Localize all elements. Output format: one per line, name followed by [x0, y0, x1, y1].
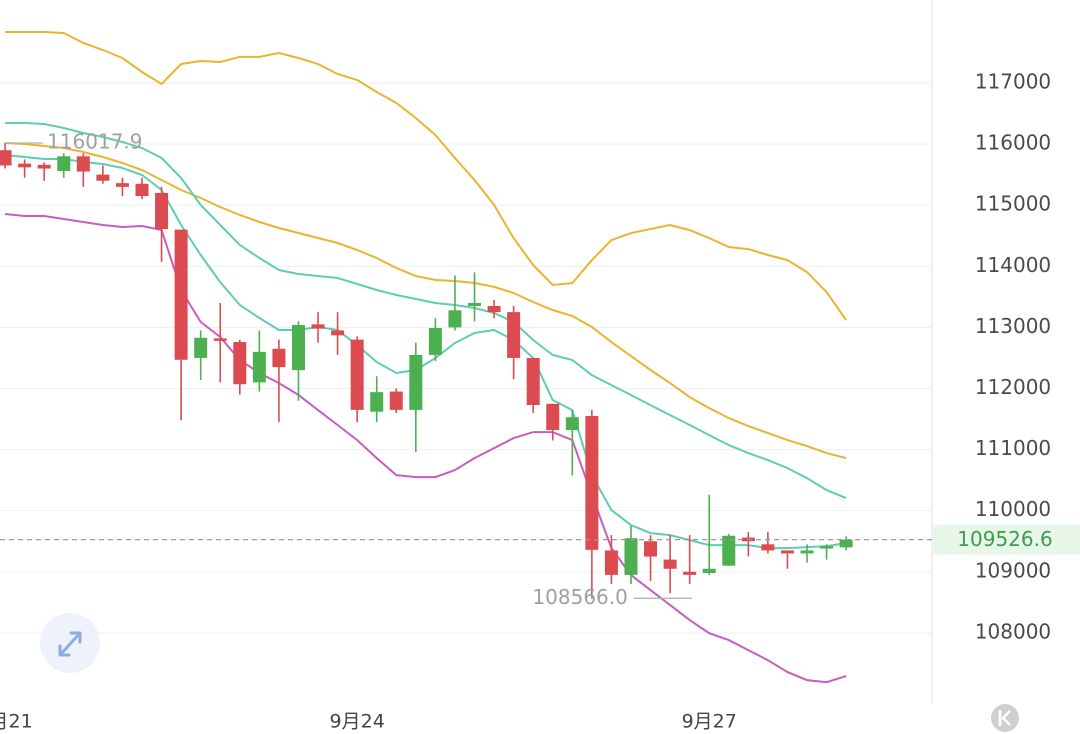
indicator-line — [4, 213, 847, 684]
candle-body — [96, 174, 110, 181]
candle-body — [213, 338, 227, 341]
back-button-bg[interactable] — [991, 704, 1019, 732]
last-price-label: 109526.6 — [957, 527, 1052, 551]
candle-body — [800, 550, 814, 554]
indicator-line — [4, 154, 847, 550]
back-button[interactable] — [991, 704, 1019, 732]
indicator-line — [5, 142, 847, 460]
candle-body — [135, 183, 149, 197]
min-label: 108566.0 — [532, 585, 627, 609]
y-tick-label: 116000 — [975, 131, 1051, 155]
candle-body — [194, 337, 208, 358]
x-tick-label: 9月24 — [330, 711, 385, 733]
candle-body — [311, 324, 325, 329]
candle-body — [820, 546, 834, 549]
candle-body — [585, 415, 599, 550]
candle-body — [683, 571, 697, 575]
candle-body — [546, 403, 560, 431]
expand-icon — [58, 631, 82, 657]
y-tick-label: 113000 — [975, 314, 1051, 338]
candle-body — [115, 183, 129, 187]
candle-body — [331, 330, 345, 336]
y-tick-label: 110000 — [975, 497, 1051, 521]
candle-body — [722, 535, 736, 566]
last-price-box — [933, 524, 1080, 555]
expand-button[interactable] — [40, 613, 100, 673]
candle-body — [18, 163, 32, 168]
y-tick-label: 114000 — [975, 253, 1051, 277]
candle-body — [663, 559, 677, 569]
candle-body — [76, 156, 90, 172]
candle-body — [780, 550, 794, 554]
candle-body — [233, 342, 247, 385]
max-label: 116017.9 — [47, 129, 142, 153]
candle-body — [507, 312, 521, 358]
candle-body — [604, 550, 618, 575]
candle-body — [644, 541, 658, 557]
y-tick-label: 111000 — [975, 436, 1051, 460]
candle-body — [291, 324, 305, 371]
candle-body — [468, 302, 482, 307]
y-tick-label: 108000 — [975, 619, 1051, 643]
candle-body — [252, 351, 266, 383]
candle-body — [389, 391, 403, 410]
candle-body — [448, 310, 462, 328]
candle-body — [174, 229, 188, 360]
candle-body — [409, 354, 423, 410]
candle-body — [487, 306, 501, 313]
back-icon — [998, 710, 1011, 726]
x-tick-label: 9月27 — [682, 711, 737, 733]
candle-body — [761, 544, 775, 551]
y-tick-label: 117000 — [975, 69, 1051, 93]
indicator-line — [5, 122, 847, 500]
indicator-line — [5, 31, 847, 321]
candle-body — [37, 164, 51, 169]
candle-body — [155, 192, 169, 230]
y-tick-label: 112000 — [975, 375, 1051, 399]
candle-body — [0, 150, 12, 166]
y-tick-label: 109000 — [975, 558, 1051, 582]
candle-body — [428, 328, 442, 355]
candle-body — [565, 417, 579, 431]
candle-body — [526, 357, 540, 405]
candle-body — [350, 339, 364, 410]
candle-body — [370, 392, 384, 412]
candle-body — [272, 348, 286, 368]
candle-body — [624, 538, 638, 575]
y-tick-label: 115000 — [975, 192, 1051, 216]
candle-body — [57, 156, 71, 171]
x-tick-label: 9月21 — [0, 711, 33, 733]
candle-body — [702, 568, 716, 574]
candle-body — [839, 539, 853, 548]
